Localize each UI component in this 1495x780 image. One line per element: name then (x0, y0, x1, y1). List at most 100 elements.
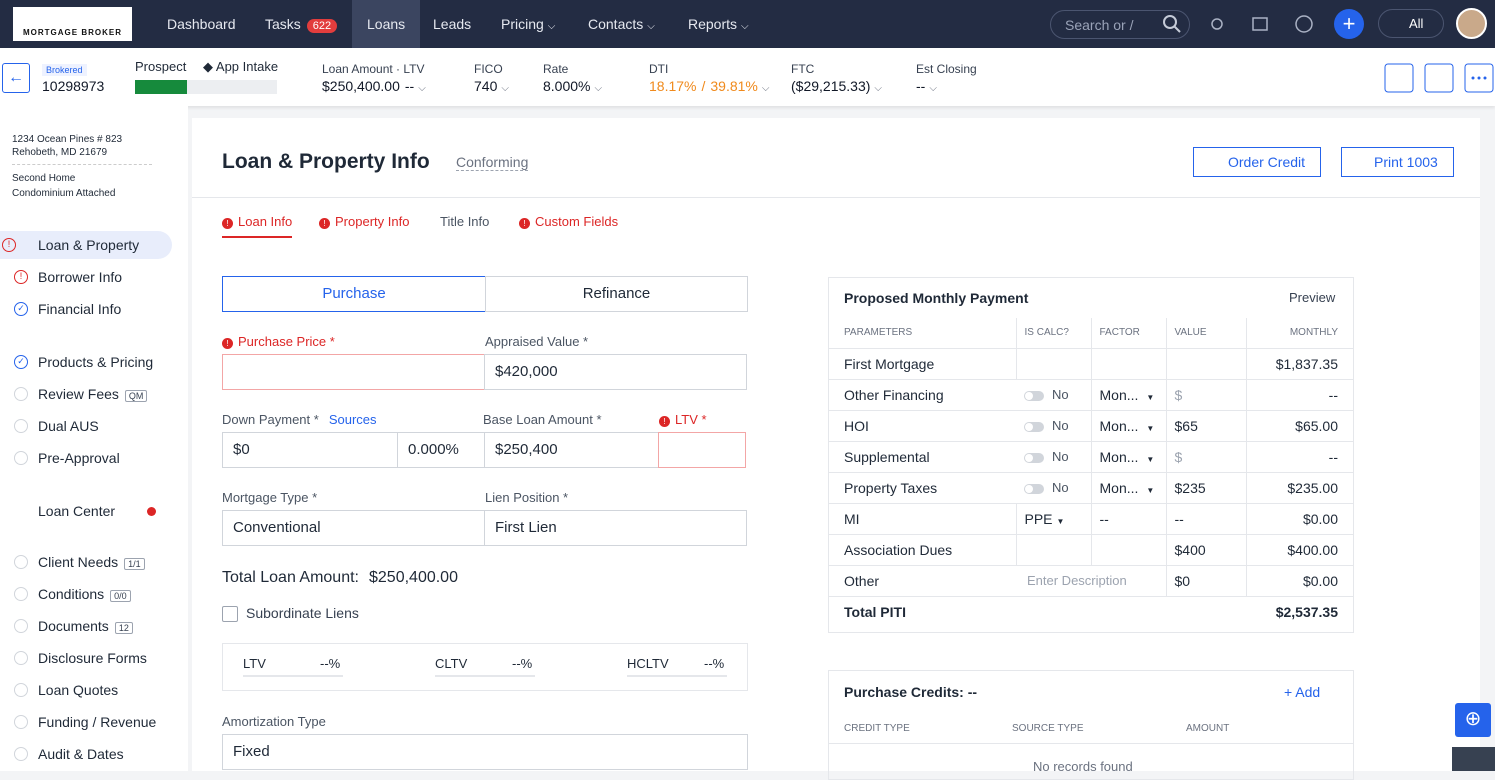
side-item[interactable]: ! Loan & Property (0, 231, 172, 259)
refinance-toggle[interactable]: Refinance (485, 276, 748, 312)
avatar[interactable] (1456, 8, 1487, 39)
scope-select[interactable]: All (1378, 9, 1444, 38)
purchase-price-input[interactable] (222, 354, 485, 390)
fab[interactable]: ⊕ (1455, 703, 1491, 737)
nav-item[interactable]: Dashboard (152, 0, 251, 48)
side-item[interactable]: Loan Quotes (12, 676, 172, 704)
column-header: FACTOR (1090, 318, 1166, 349)
toggle[interactable] (1024, 390, 1044, 401)
nav-item[interactable]: Pricing ⌵ (486, 0, 570, 48)
header-row: PARAMETERS IS CALC? FACTOR VALUE MONTHLY (829, 318, 1353, 349)
nav-icons[interactable] (1206, 14, 1326, 36)
value[interactable]: -- (1165, 503, 1246, 535)
bar-value: -- ⌵ (916, 78, 937, 94)
tab[interactable]: ! Custom Fields (519, 214, 618, 236)
toggle[interactable] (1024, 483, 1044, 494)
nav-item[interactable]: Tasks 622 (250, 0, 352, 48)
add-credit[interactable]: + Add (1284, 684, 1321, 700)
side-item[interactable]: Conditions 0/0 (12, 580, 172, 608)
total-label: Total PITI (844, 604, 906, 620)
program: Conforming (456, 154, 529, 171)
factor-select[interactable]: Mon... (1099, 448, 1139, 465)
caret: ⌵ (594, 83, 603, 94)
preview[interactable]: Preview (1289, 290, 1336, 305)
base-loan-input[interactable]: $250,400 (484, 432, 659, 468)
side-item[interactable]: Pre-Approval (12, 444, 172, 472)
side-item[interactable]: ✓ Products & Pricing (12, 348, 172, 376)
tab[interactable]: Title Info (440, 214, 489, 236)
status-icon (14, 419, 28, 433)
is-calc (1015, 534, 1091, 566)
side-item[interactable]: Documents 12 (12, 612, 172, 640)
payment-row: HOI No Mon... ▼ $65 $65.00 (829, 410, 1353, 442)
side-item[interactable]: Loan Center (12, 497, 172, 525)
caret: ⌵ (761, 83, 770, 94)
bar-actions[interactable] (1384, 63, 1494, 93)
tab[interactable]: ! Property Info (319, 214, 409, 236)
value[interactable]: $65 (1165, 410, 1246, 442)
value[interactable]: $0 (1165, 565, 1246, 597)
print-1003[interactable]: Print 1003 (1341, 147, 1454, 177)
status-icon (14, 715, 28, 729)
factor-select[interactable]: Mon... (1099, 386, 1139, 403)
value[interactable]: $235 (1165, 472, 1246, 504)
lien-position-select[interactable]: First Lien (484, 510, 747, 546)
mortgage-type-select[interactable]: Conventional (222, 510, 485, 546)
value[interactable]: $ (1165, 379, 1246, 411)
is-calc: PPE ▼ (1015, 503, 1091, 535)
side-item[interactable]: Review Fees QM (12, 380, 172, 408)
status-icon (14, 451, 28, 465)
toggle[interactable] (1024, 452, 1044, 463)
nav-item[interactable]: Contacts ⌵ (573, 0, 670, 48)
occupancy: Second Home (12, 173, 76, 184)
search[interactable]: Search or / (1050, 10, 1190, 39)
monthly: $65.00 (1245, 410, 1353, 442)
error-icon: ! (319, 218, 330, 229)
side-item[interactable]: Funding / Revenue (12, 708, 172, 736)
side-item[interactable]: Client Needs 1/1 (12, 548, 172, 576)
amortization-label: Amortization Type (222, 714, 326, 729)
parameter: Other Financing (829, 379, 1016, 411)
bar-value-part: -- (916, 78, 926, 94)
tab[interactable]: ! Loan Info (222, 214, 293, 238)
down-payment-pct[interactable]: 0.000% (397, 432, 485, 468)
order-credit[interactable]: Order Credit (1193, 147, 1321, 177)
factor-select[interactable]: Mon... (1099, 479, 1139, 496)
nav-item[interactable]: Reports ⌵ (673, 0, 764, 48)
sources-link[interactable]: Sources (328, 412, 377, 427)
side-item[interactable]: Audit & Dates (12, 740, 172, 768)
side-label: Loan & Property (38, 237, 140, 253)
ltv-input[interactable] (658, 432, 746, 468)
factor-select[interactable]: Mon... (1099, 417, 1139, 434)
toggle[interactable] (1024, 421, 1044, 432)
tab-label: Title Info (440, 214, 490, 229)
factor-select[interactable]: -- (1099, 510, 1109, 527)
col: CREDIT TYPE (844, 723, 910, 734)
mi-select[interactable]: PPE (1024, 510, 1053, 527)
amortization-select[interactable]: Fixed (222, 734, 748, 770)
bar-value-part: -- (404, 78, 415, 94)
progress-done (135, 80, 187, 94)
side-item[interactable]: ✓ Financial Info (12, 295, 172, 323)
side-item[interactable]: ! Borrower Info (12, 263, 172, 291)
value[interactable]: $ (1165, 441, 1246, 473)
nav-item[interactable]: Loans (352, 0, 421, 48)
caret: ▼ (1146, 485, 1155, 495)
purchase-toggle[interactable]: Purchase (222, 276, 486, 312)
appraised-value-input[interactable]: $420,000 (484, 354, 747, 390)
down-payment-input[interactable]: $0 (222, 432, 398, 468)
total-loan: $250,400.00 (369, 569, 458, 586)
value[interactable]: $400 (1165, 534, 1246, 566)
status-icon: ! (14, 270, 28, 284)
nav-item[interactable]: Leads (418, 0, 486, 48)
back-button[interactable]: ← (2, 63, 30, 93)
checkbox[interactable] (222, 606, 238, 622)
factor: Mon... ▼ (1090, 441, 1166, 473)
value[interactable] (1165, 348, 1246, 380)
drawer-toggle[interactable] (1452, 747, 1495, 771)
side-item[interactable]: Disclosure Forms (12, 644, 172, 672)
create-button[interactable]: + (1334, 9, 1364, 39)
side-item[interactable]: Dual AUS (12, 412, 172, 440)
logo[interactable]: MORTGAGE BROKER (13, 7, 132, 41)
description-input[interactable]: Enter Description (1016, 565, 1166, 597)
